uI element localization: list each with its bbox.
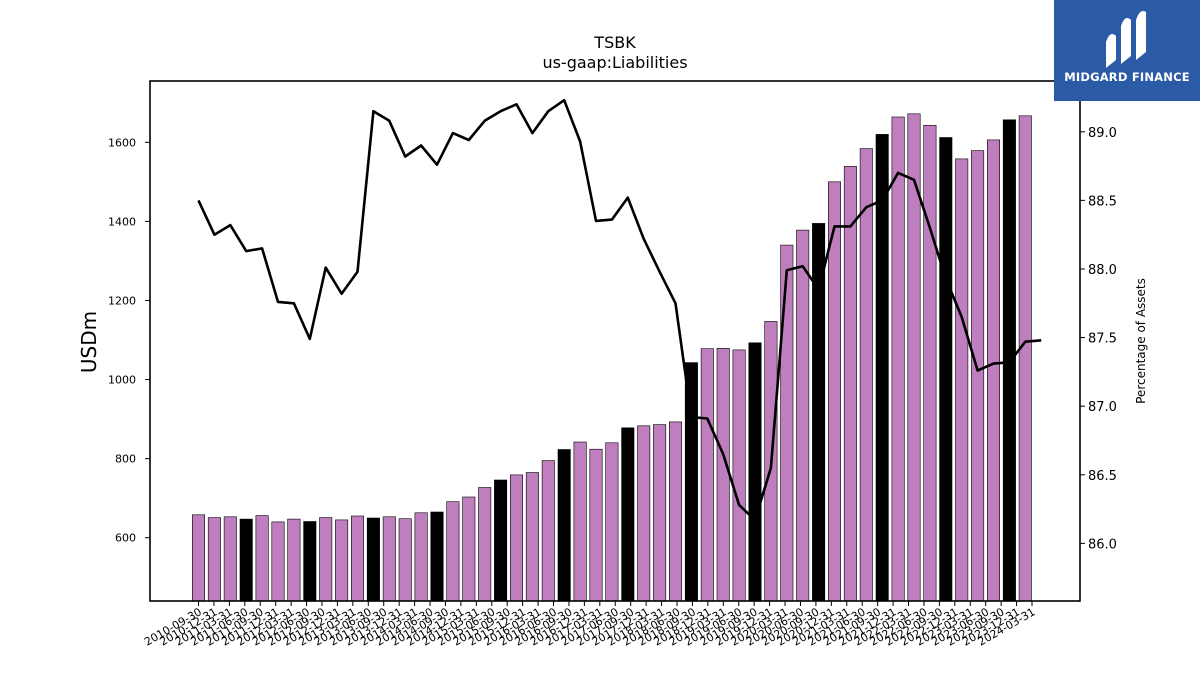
logo: MIDGARD FINANCE [1054,0,1200,101]
bar [859,148,873,602]
chart-subtitle: us-gaap:Liabilities [542,53,687,72]
bar [891,116,905,602]
bar [382,516,396,602]
bar [557,449,571,602]
bar [319,517,333,602]
bar [446,501,460,602]
bar [525,472,539,602]
y-tick-label: 600 [115,532,136,545]
midgard-logo-icon [1106,11,1146,68]
bar [478,487,492,602]
bar [939,137,953,602]
bar [716,347,730,602]
bar [494,479,508,602]
bar [732,349,746,602]
bar [335,519,349,602]
bar [366,517,380,602]
bar [223,516,237,602]
y2-tick-label: 88.0 [1088,263,1117,278]
y2-tick-label: 87.5 [1088,332,1117,347]
bar [700,348,714,602]
y-tick-label: 1400 [108,215,136,228]
y-axis-label: USDm [77,311,101,373]
y2-axis-label: Percentage of Assets [1134,278,1148,404]
bar [271,521,285,602]
bar [350,515,364,602]
x-axis: 2010-09-302010-12-312011-03-312011-06-30… [142,601,1038,649]
y-axis: 600 800 1000 1200 1400 1600 [108,136,150,545]
bar [875,134,889,602]
plot-frame [149,80,1081,602]
bar [430,511,444,602]
y-tick-label: 1200 [108,294,136,307]
bar [780,244,794,602]
bar [573,441,587,602]
bar [462,496,476,602]
bar [843,166,857,602]
bar [303,521,317,602]
bar [192,514,206,602]
chart-title: TSBK [593,33,636,52]
line-series [197,98,1042,522]
bar [684,362,698,602]
y2-tick-label: 86.5 [1088,469,1117,484]
bar [637,425,651,602]
y-tick-label: 1600 [108,136,136,149]
bar [923,125,937,602]
bar [509,474,523,602]
bar [653,424,667,602]
bar [796,229,810,602]
bar [287,518,301,602]
bar [621,427,635,602]
bar [541,460,555,602]
bar [907,113,921,602]
bar [589,448,603,602]
percentage-line [197,98,1042,522]
y2-tick-label: 89.0 [1088,126,1117,141]
bar [986,139,1000,602]
y2-tick-label: 87.0 [1088,400,1117,415]
y2-tick-label: 86.0 [1088,537,1117,552]
y-tick-label: 1000 [108,374,136,387]
bar [605,442,619,602]
bar [398,518,412,602]
y2-axis: 86.0 86.5 87.0 87.5 88.0 88.5 89.0 [1080,126,1117,552]
bar [955,158,969,602]
bar [239,518,253,602]
bar [255,515,269,602]
y-tick-label: 800 [115,453,136,466]
bar-series [192,113,1032,602]
bar [1018,115,1032,602]
bar [748,342,762,602]
bar [207,517,221,602]
bar [414,512,428,602]
bar [971,150,985,602]
bar [668,421,682,602]
bar [812,223,826,602]
logo-text: MIDGARD FINANCE [1064,70,1190,84]
y2-tick-label: 88.5 [1088,194,1117,209]
